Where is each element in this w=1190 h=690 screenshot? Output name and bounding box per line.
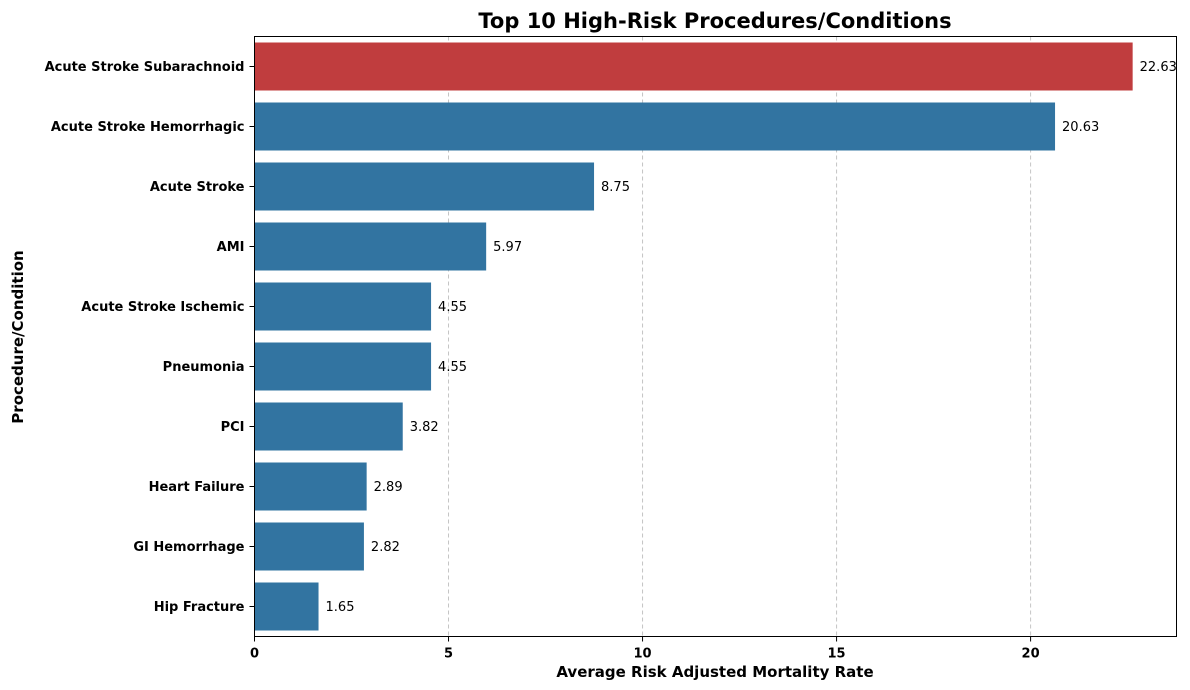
x-ticks: 0 5 10 15 20	[250, 636, 1040, 662]
x-tick-label: 10	[634, 647, 652, 662]
plot-frame	[254, 36, 1177, 637]
bar	[254, 222, 487, 271]
x-tick-label: 15	[828, 647, 846, 662]
y-tick-label: Heart Failure	[149, 480, 245, 495]
y-tick-label: Acute Stroke	[150, 180, 245, 195]
y-tick-label: GI Hemorrhage	[133, 540, 244, 555]
data-label: 22.63	[1140, 60, 1177, 75]
x-tick-label: 0	[250, 647, 259, 662]
data-label: 3.82	[410, 420, 439, 435]
bar	[254, 342, 432, 391]
bar	[254, 42, 1133, 91]
y-tick-labels: Acute Stroke Subarachnoid Acute Stroke He…	[45, 60, 255, 615]
bar	[254, 462, 367, 511]
bar	[254, 402, 403, 451]
y-tick-label: Acute Stroke Ischemic	[81, 300, 244, 315]
data-label: 5.97	[493, 240, 522, 255]
y-tick-label: Hip Fracture	[154, 600, 245, 615]
y-tick-label: PCI	[221, 420, 245, 435]
data-label: 2.89	[374, 480, 403, 495]
data-label: 20.63	[1062, 120, 1099, 135]
x-axis-label: Average Risk Adjusted Mortality Rate	[556, 663, 873, 681]
bar	[254, 162, 595, 211]
x-tick-label: 20	[1022, 647, 1040, 662]
bar	[254, 522, 364, 571]
y-tick-label: Acute Stroke Subarachnoid	[45, 60, 245, 75]
bar	[254, 582, 319, 631]
y-tick-label: Acute Stroke Hemorrhagic	[51, 120, 245, 135]
data-label: 8.75	[601, 180, 630, 195]
y-axis-label: Procedure/Condition	[9, 250, 27, 423]
x-tick-label: 5	[444, 647, 453, 662]
data-labels: 22.63 20.63 8.75 5.97 4.55 4.55 3.82 2.89 2.82 1.…	[326, 60, 1177, 615]
y-tick-label: AMI	[217, 240, 245, 255]
data-label: 2.82	[371, 540, 400, 555]
chart-title: Top 10 High-Risk Procedures/Conditions	[478, 9, 951, 33]
bar	[254, 282, 432, 331]
data-label: 1.65	[326, 600, 355, 615]
bars	[254, 42, 1133, 631]
bar	[254, 102, 1056, 151]
y-tick-label: Pneumonia	[163, 360, 245, 375]
data-label: 4.55	[438, 300, 467, 315]
data-label: 4.55	[438, 360, 467, 375]
